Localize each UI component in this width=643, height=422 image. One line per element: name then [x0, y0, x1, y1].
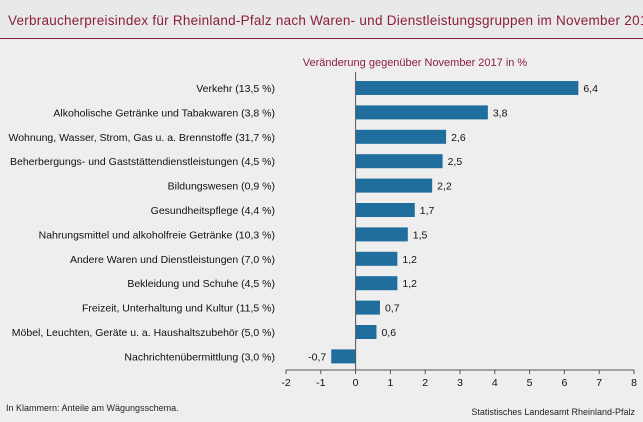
x-tick-label: 7 — [596, 377, 602, 389]
chart-subtitle: Veränderung gegenüber November 2017 in % — [303, 57, 528, 69]
value-label: 0,6 — [381, 327, 396, 339]
value-label: 1,7 — [420, 205, 435, 217]
bar — [355, 81, 579, 95]
value-label: 2,6 — [451, 132, 466, 144]
value-label: 6,4 — [583, 83, 598, 95]
category-label: Beherbergungs- und Gaststättendienstleis… — [10, 156, 275, 168]
chart-panel — [0, 39, 643, 422]
category-label: Nahrungsmittel und alkoholfreie Getränke… — [39, 229, 275, 241]
value-label: 1,5 — [413, 229, 428, 241]
x-tick-label: 4 — [492, 377, 498, 389]
value-label: 1,2 — [402, 254, 417, 266]
value-label: 1,2 — [402, 278, 417, 290]
bar — [355, 129, 447, 144]
title-band — [0, 0, 643, 38]
x-tick-label: 3 — [457, 377, 463, 389]
x-tick-label: 5 — [527, 377, 533, 389]
x-tick-label: 8 — [631, 377, 637, 389]
bar — [355, 154, 443, 169]
category-label: Wohnung, Wasser, Strom, Gas u. a. Brenns… — [8, 132, 275, 144]
value-label: 3,8 — [493, 107, 508, 119]
category-label: Nachrichtenübermittlung (3,0 %) — [124, 351, 275, 363]
category-label: Verkehr (13,5 %) — [196, 83, 275, 95]
value-label: 2,2 — [437, 181, 452, 193]
bar — [355, 251, 398, 266]
bar — [355, 203, 415, 217]
value-label: 0,7 — [385, 303, 400, 315]
x-tick-label: -1 — [316, 377, 325, 389]
category-label: Bekleidung und Schuhe (4,5 %) — [127, 278, 275, 290]
x-tick-label: 2 — [422, 377, 428, 389]
x-tick-label: 0 — [353, 377, 359, 389]
bar — [355, 178, 433, 193]
x-tick-label: 1 — [387, 377, 393, 389]
title-divider — [0, 38, 643, 39]
category-label: Bildungswesen (0,9 %) — [168, 181, 275, 193]
bar — [355, 105, 488, 120]
value-label: 2,5 — [448, 156, 463, 168]
bar — [331, 349, 356, 364]
x-tick-label: -2 — [281, 377, 290, 389]
bar — [355, 300, 380, 315]
source-note: Statistisches Landesamt Rheinland-Pfalz — [471, 407, 635, 417]
value-label: -0,7 — [308, 351, 326, 363]
x-tick-label: 6 — [561, 377, 567, 389]
chart-title: Verbraucherpreisindex für Rheinland-Pfal… — [8, 13, 643, 28]
category-label: Freizeit, Unterhaltung und Kultur (11,5 … — [82, 303, 275, 315]
footnote: In Klammern: Anteile am Wägungsschema. — [6, 403, 179, 413]
category-label: Andere Waren und Dienstleistungen (7,0 %… — [70, 254, 275, 266]
bar — [355, 276, 398, 291]
bar — [355, 227, 408, 242]
category-label: Alkoholische Getränke und Tabakwaren (3,… — [53, 107, 275, 119]
bar — [355, 325, 377, 339]
category-label: Möbel, Leuchten, Geräte u. a. Haushaltsz… — [12, 327, 275, 339]
category-label: Gesundheitspflege (4,4 %) — [151, 205, 275, 217]
